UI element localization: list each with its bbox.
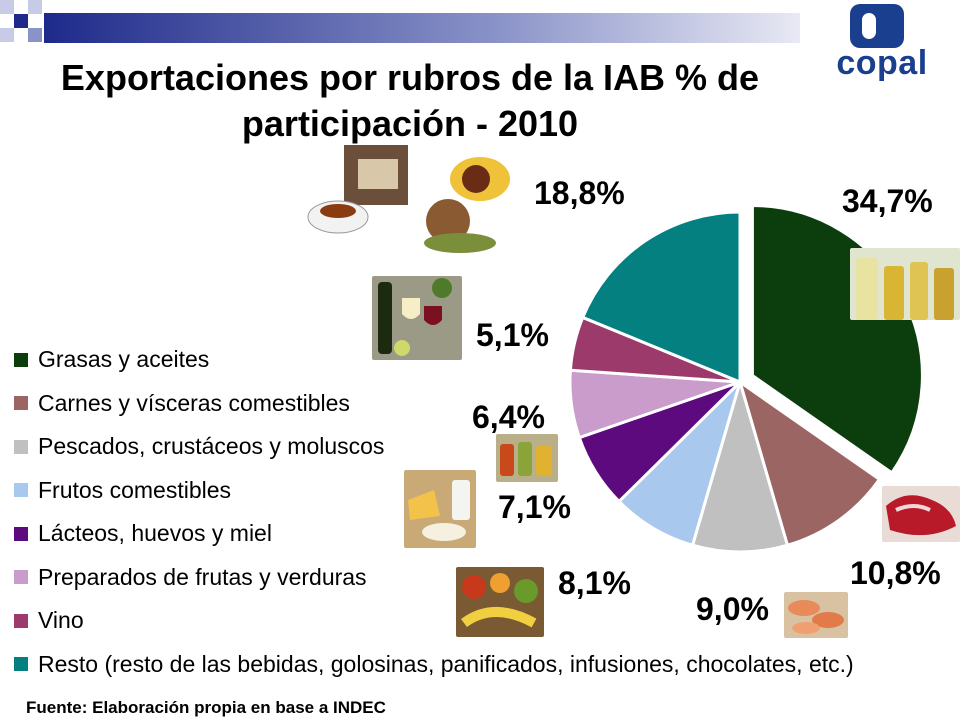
legend-swatch: [14, 483, 28, 498]
legend-swatch: [14, 439, 28, 454]
slice-label-8: 18,8%: [534, 175, 625, 211]
legend-item-2: Carnes y vísceras comestibles: [14, 382, 960, 426]
copal-logo-mark: [850, 4, 904, 48]
legend-swatch: [14, 526, 28, 541]
chart-legend: Grasas y aceites Carnes y vísceras comest…: [14, 338, 960, 686]
legend-label: Grasas y aceites: [38, 346, 210, 373]
legend-label: Pescados, crustáceos y moluscos: [38, 433, 385, 460]
legend-label: Carnes y vísceras comestibles: [38, 389, 350, 416]
legend-swatch: [14, 657, 28, 672]
legend-label: Preparados de frutas y verduras: [38, 563, 367, 590]
pescados-photo: [784, 592, 848, 638]
copal-logo: copal: [832, 4, 932, 82]
aceites-photo: [850, 248, 960, 320]
copal-logo-text: copal: [836, 44, 928, 82]
legend-swatch: [14, 613, 28, 628]
slice-label-1: 34,7%: [842, 183, 933, 219]
legend-label: Frutos comestibles: [38, 476, 232, 503]
legend-item-7: Vino: [14, 599, 960, 643]
infusiones-photo: [300, 145, 535, 255]
source-note: Fuente: Elaboración propia en base a IND…: [26, 698, 386, 717]
legend-label: Lácteos, huevos y miel: [38, 520, 272, 547]
slice-label-4: 8,1%: [558, 565, 631, 601]
slice-label-5: 7,1%: [498, 489, 571, 525]
legend-swatch: [14, 396, 28, 411]
legend-swatch: [14, 570, 28, 585]
carnes-photo: [882, 486, 960, 542]
legend-item-1: Grasas y aceites: [14, 338, 960, 382]
pie-slice-8: [580, 210, 742, 385]
legend-label: Resto (resto de las bebidas, golosinas, …: [38, 650, 854, 677]
legend-item-5: Lácteos, huevos y miel: [14, 512, 960, 556]
slice-label-2: 10,8%: [850, 555, 941, 591]
chart-title: Exportaciones por rubros de la IAB % de …: [60, 57, 760, 144]
vino-photo: [372, 276, 462, 360]
legend-swatch: [14, 352, 28, 367]
legend-item-8: Resto (resto de las bebidas, golosinas, …: [14, 643, 960, 687]
pie-slice-3: [690, 376, 790, 554]
legend-item-3: Pescados, crustáceos y moluscos: [14, 425, 960, 469]
legend-label: Vino: [38, 607, 84, 634]
slice-label-7: 5,1%: [476, 317, 549, 353]
slice-label-6: 6,4%: [472, 399, 545, 435]
pie-slice-2: [737, 378, 882, 548]
slice-label-3: 9,0%: [696, 591, 769, 627]
frutos-photo: [456, 567, 544, 637]
header-decoration: [0, 0, 800, 43]
preparados-photo: [496, 434, 558, 482]
legend-item-4: Frutos comestibles: [14, 469, 960, 513]
lacteos-photo: [404, 470, 476, 548]
legend-item-6: Preparados de frutas y verduras: [14, 556, 960, 600]
